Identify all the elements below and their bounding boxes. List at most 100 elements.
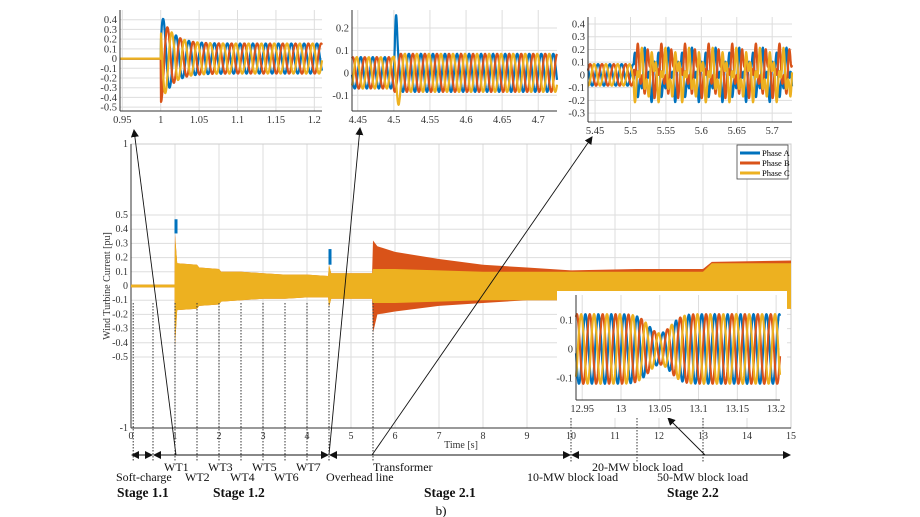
inset-plot-2: 4.45 4.5 4.55 4.6 4.65 4.7 0.2 0.1 0 -0.1 (332, 10, 559, 126)
y-tick-label: -0.4 (112, 338, 128, 349)
label-overhead-line: Overhead line (326, 470, 394, 484)
inset-y-tick-label: -0.2 (568, 96, 585, 107)
inset-x-tick-label: 5.5 (624, 126, 637, 137)
y-tick-label: 0.2 (116, 253, 129, 264)
inset-y-tick-label: 0.2 (336, 23, 349, 34)
inset-y-tick-label: 0.4 (572, 20, 586, 31)
label-wt6: WT6 (274, 470, 299, 484)
inset-x-tick-label: 4.6 (459, 115, 472, 126)
inset-y-tick-label: -0.4 (100, 93, 117, 104)
inset-x-tick-label: 1.05 (190, 115, 208, 126)
label-wt1: WT1 (164, 460, 189, 474)
label-20mw-load: 20-MW block load (592, 460, 683, 474)
label-50mw-load: 50-MW block load (657, 470, 748, 484)
label-soft-charge: Soft-charge (116, 470, 172, 484)
inset-series-phase-c (574, 313, 782, 385)
inset-y-tick-label: 0 (568, 344, 573, 355)
inset-x-tick-label: 1.15 (267, 115, 285, 126)
x-axis-label: Time [s] (444, 440, 478, 451)
inset-x-tick-label: 12.95 (570, 404, 594, 415)
y-tick-label: -0.5 (112, 352, 128, 363)
main-plot: 012345678910111213141510.50.40.30.20.10-… (112, 127, 796, 462)
inset-y-tick-label: 0.3 (572, 32, 585, 43)
inset-x-tick-label: 4.5 (387, 115, 400, 126)
caption: b) (436, 503, 447, 517)
label-wt7: WT7 (296, 460, 321, 474)
inset-series-phase-b (574, 313, 782, 385)
y-tick-label: -0.3 (112, 324, 128, 335)
annotations: Time [s] Wind Turbine Current [pu] Soft-… (102, 232, 748, 517)
y-tick-label: -0.2 (112, 309, 128, 320)
inset-series-phase-c (350, 52, 559, 106)
y-tick-label: -1 (120, 423, 128, 434)
label-10mw-load: 10-MW block load (527, 470, 618, 484)
inset-y-tick-label: 0 (344, 68, 349, 79)
inset-x-tick-label: 5.65 (728, 126, 746, 137)
x-tick-label: 7 (437, 431, 442, 442)
inset-x-tick-label: 5.55 (657, 126, 675, 137)
x-tick-label: 8 (481, 431, 486, 442)
inset-y-tick-label: -0.5 (100, 103, 117, 114)
inset-x-tick-label: 4.45 (349, 115, 367, 126)
label-wt3: WT3 (208, 460, 233, 474)
inset-x-tick-label: 13 (616, 404, 627, 415)
inset-x-tick-label: 0.95 (113, 115, 131, 126)
inset-y-tick-label: 0.3 (104, 25, 117, 36)
inset-y-tick-label: 0.1 (560, 315, 573, 326)
inset-x-tick-label: 1.2 (308, 115, 321, 126)
inset-y-tick-label: 0 (580, 70, 585, 81)
y-tick-label: 1 (123, 139, 128, 150)
x-tick-label: 9 (525, 431, 530, 442)
y-axis-label: Wind Turbine Current [pu] (102, 232, 113, 340)
zoom-pointer-arrow (328, 127, 364, 456)
zoom-pointer-arrow (371, 136, 593, 456)
inset-y-tick-label: -0.3 (568, 109, 585, 120)
y-tick-label: -0.1 (112, 295, 128, 306)
inset-y-tick-label: -0.1 (568, 83, 585, 94)
inset-plot-3: 5.45 5.5 5.55 5.6 5.65 5.7 0.40.3 0.2 0.10 -0.1 -0… (568, 17, 794, 137)
inset-y-tick-label: 0.1 (336, 46, 349, 57)
x-tick-label: 12 (654, 431, 664, 442)
inset-x-tick-label: 13.15 (726, 404, 750, 415)
inset-y-tick-label: 0.1 (104, 44, 117, 55)
x-tick-label: 15 (786, 431, 796, 442)
inset-y-tick-label: 0.4 (104, 15, 118, 26)
label-stage-2-1: Stage 2.1 (424, 485, 476, 500)
inset-y-tick-label: 0.2 (572, 45, 585, 56)
inset-plots: 0.95 1 1.05 1.1 1.15 1.20.40.30.20.10-0.1-0.2… (100, 10, 794, 418)
inset-y-tick-label: 0.2 (104, 35, 117, 46)
label-transformer: Transformer (373, 460, 433, 474)
x-tick-label: 11 (610, 431, 620, 442)
inset-x-tick-label: 1.1 (231, 115, 244, 126)
inset-x-tick-label: 5.6 (695, 126, 708, 137)
zoom-pointer-arrow (667, 417, 706, 456)
inset-series-phase-c (119, 31, 324, 95)
label-wt5: WT5 (252, 460, 277, 474)
zoom-pointer-arrow (130, 129, 177, 456)
inset-x-tick-label: 4.7 (532, 115, 545, 126)
series-phase-c-envelope (131, 236, 791, 346)
inset-x-tick-label: 1 (158, 115, 163, 126)
legend-phase-a: Phase A (762, 148, 790, 158)
inset-y-tick-label: 0 (112, 54, 117, 65)
legend: Phase A Phase B Phase C (736, 144, 790, 180)
y-tick-label: 0.1 (116, 267, 129, 278)
x-tick-label: 14 (742, 431, 752, 442)
label-stage-2-2: Stage 2.2 (667, 485, 719, 500)
inset-y-tick-label: 0.1 (572, 58, 585, 69)
inset-x-tick-label: 5.45 (586, 126, 604, 137)
legend-phase-c: Phase C (762, 168, 790, 178)
inset-x-tick-label: 13.1 (689, 404, 707, 415)
inset-y-tick-label: -0.2 (100, 73, 117, 84)
inset-x-tick-label: 4.55 (421, 115, 439, 126)
y-tick-label: 0.4 (116, 224, 129, 235)
inset-x-tick-label: 4.65 (493, 115, 511, 126)
inset-y-tick-label: -0.3 (100, 83, 117, 94)
x-tick-label: 6 (393, 431, 398, 442)
label-stage-1-2: Stage 1.2 (213, 485, 265, 500)
inset-x-tick-label: 13.05 (648, 404, 672, 415)
legend-phase-b: Phase B (762, 158, 790, 168)
x-tick-label: 0 (129, 431, 134, 442)
x-tick-label: 5 (349, 431, 354, 442)
